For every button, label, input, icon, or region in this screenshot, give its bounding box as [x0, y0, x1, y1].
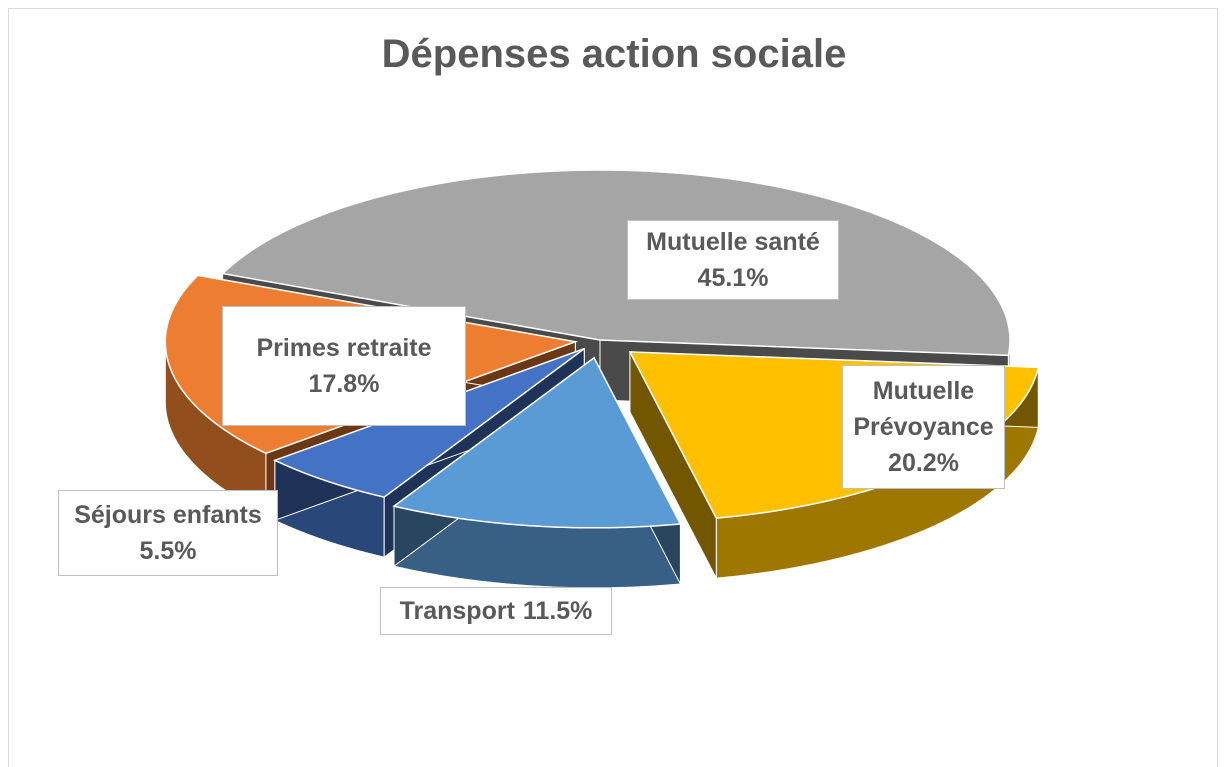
- value-label: 11.5%: [522, 597, 593, 625]
- data-label: Mutuelle Prévoyance 20.2%: [842, 365, 1005, 489]
- value-label: 17.8%: [308, 370, 380, 398]
- data-label: Primes retraite 17.8%: [222, 306, 466, 426]
- category-label: Mutuelle santé: [646, 228, 820, 256]
- value-label: 45.1%: [697, 264, 769, 292]
- value-label: 20.2%: [888, 449, 959, 477]
- category-label: Primes retraite: [256, 334, 432, 362]
- value-label: 5.5%: [139, 537, 197, 565]
- category-label: Mutuelle Prévoyance: [853, 377, 994, 441]
- category-label: Séjours enfants: [74, 501, 262, 529]
- data-label: Transport 11.5%: [380, 587, 612, 635]
- data-label: Mutuelle santé 45.1%: [627, 220, 839, 300]
- slice: [392, 356, 682, 529]
- chart-title: Dépenses action sociale: [381, 32, 847, 76]
- data-label: Séjours enfants 5.5%: [58, 490, 278, 576]
- chart-frame: [8, 8, 1218, 767]
- category-label: Transport: [399, 597, 515, 625]
- slice: [220, 169, 1011, 357]
